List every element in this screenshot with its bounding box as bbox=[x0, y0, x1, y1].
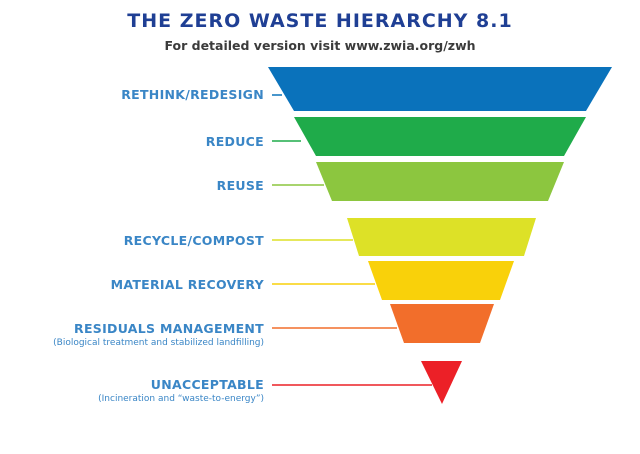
pyramid-band-residuals bbox=[390, 304, 494, 343]
diagram-title: THE ZERO WASTE HIERARCHY 8.1 bbox=[127, 10, 513, 32]
level-label-unacceptable: UNACCEPTABLE bbox=[150, 377, 264, 392]
pyramid-band-recycle bbox=[347, 218, 536, 256]
level-label-reuse: REUSE bbox=[216, 178, 264, 193]
level-note-residuals: (Biological treatment and stabilized lan… bbox=[53, 338, 264, 348]
level-label-reduce: REDUCE bbox=[205, 134, 264, 149]
level-label-recycle: RECYCLE/COMPOST bbox=[123, 233, 264, 248]
pyramid-band-unacceptable bbox=[421, 361, 462, 404]
pyramid-band-material-recovery bbox=[368, 261, 514, 300]
level-label-residuals: RESIDUALS MANAGEMENT bbox=[74, 321, 264, 336]
level-label-material-recovery: MATERIAL RECOVERY bbox=[110, 277, 264, 292]
pyramid-band-reuse bbox=[316, 162, 564, 201]
level-label-rethink: RETHINK/REDESIGN bbox=[121, 87, 264, 102]
level-note-unacceptable: (Incineration and “waste-to-energy”) bbox=[98, 394, 264, 404]
diagram-subtitle: For detailed version visit www.zwia.org/… bbox=[164, 38, 476, 53]
pyramid-band-rethink bbox=[268, 67, 612, 111]
pyramid-band-reduce bbox=[294, 117, 586, 156]
